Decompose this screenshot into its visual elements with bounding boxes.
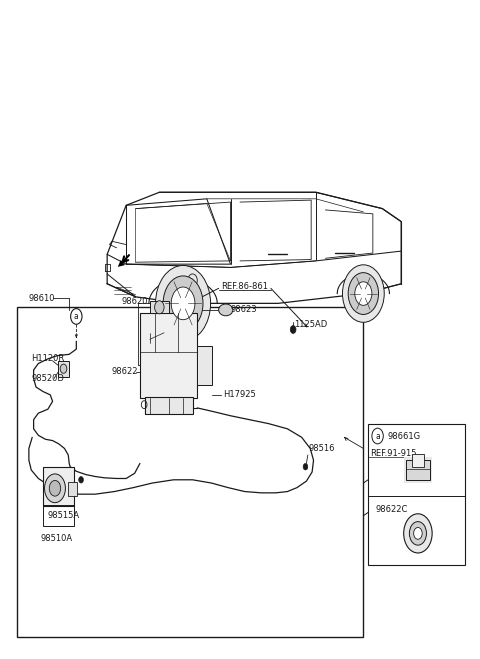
Circle shape <box>414 527 422 539</box>
Bar <box>197 346 213 385</box>
Bar <box>406 460 430 480</box>
Circle shape <box>155 301 164 314</box>
Bar <box>58 361 69 376</box>
Bar <box>412 453 424 467</box>
Circle shape <box>303 463 308 470</box>
Text: 98520D: 98520D <box>31 374 64 383</box>
Bar <box>140 313 197 398</box>
Bar <box>43 467 74 506</box>
Text: REF.86-861: REF.86-861 <box>221 282 268 291</box>
Bar <box>43 505 74 525</box>
Text: 98622: 98622 <box>112 368 138 376</box>
Circle shape <box>156 266 211 341</box>
Text: REF.91-915: REF.91-915 <box>371 449 417 458</box>
Text: 98516: 98516 <box>309 444 336 453</box>
Bar <box>68 482 77 496</box>
Text: 98515A: 98515A <box>48 511 80 520</box>
Text: 98620: 98620 <box>121 297 148 306</box>
Bar <box>404 457 432 483</box>
Text: a: a <box>74 312 79 321</box>
Text: 1125AD: 1125AD <box>295 320 328 329</box>
Circle shape <box>409 522 426 545</box>
Text: 98661G: 98661G <box>387 432 420 440</box>
Circle shape <box>171 287 195 320</box>
Text: H1120R: H1120R <box>31 355 64 363</box>
Text: 98610: 98610 <box>29 294 55 302</box>
Circle shape <box>404 514 432 553</box>
Text: 98623: 98623 <box>230 305 257 314</box>
Text: 98622C: 98622C <box>375 505 408 514</box>
Circle shape <box>290 326 296 333</box>
Bar <box>150 301 169 313</box>
Bar <box>17 306 363 637</box>
Circle shape <box>60 364 67 373</box>
Bar <box>368 424 466 565</box>
Ellipse shape <box>219 304 233 316</box>
Circle shape <box>342 265 384 322</box>
Circle shape <box>348 273 379 314</box>
Circle shape <box>355 282 372 305</box>
Bar <box>145 397 192 415</box>
Circle shape <box>79 476 84 483</box>
Circle shape <box>49 480 60 496</box>
Text: H17925: H17925 <box>223 390 256 399</box>
Text: 98510A: 98510A <box>41 534 73 543</box>
Circle shape <box>163 276 203 331</box>
Text: a: a <box>375 432 380 440</box>
Circle shape <box>45 474 65 503</box>
